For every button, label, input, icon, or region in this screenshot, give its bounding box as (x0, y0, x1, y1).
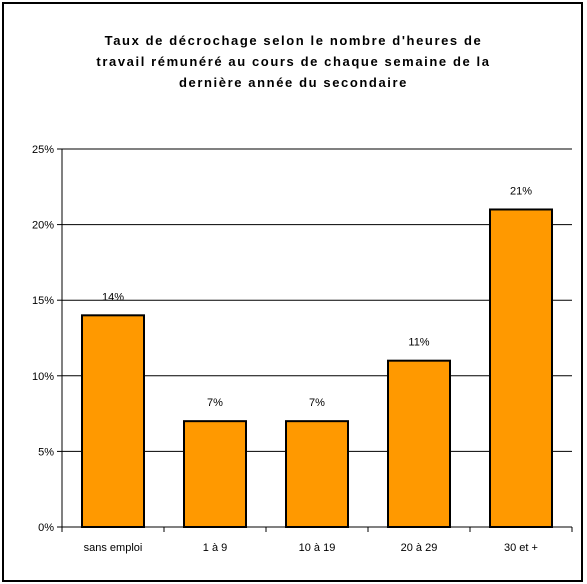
x-category-label: 30 et + (504, 542, 538, 554)
y-tick-label: 10% (32, 371, 54, 383)
labels: 0% 5% 10% 15% 20% 25% 14% sans emploi 7% 1 à 9 7% 1… (32, 144, 538, 554)
y-tick-label: 20% (32, 220, 54, 232)
y-tick-label: 15% (32, 295, 54, 307)
chart-title: Taux de décrochage selon le nombre d'heu… (0, 30, 587, 93)
y-tick-label: 25% (32, 144, 54, 156)
y-tick-label: 0% (38, 522, 54, 534)
chart-title-line-2: travail rémunéré au cours de chaque sema… (96, 54, 491, 69)
data-label: 21% (510, 185, 532, 197)
data-label: 7% (309, 397, 325, 409)
bar (387, 359, 451, 528)
y-tick-label: 5% (38, 446, 54, 458)
chart-title-line-1: Taux de décrochage selon le nombre d'heu… (104, 33, 483, 48)
bars (81, 208, 553, 528)
x-category-label: 10 à 19 (299, 542, 336, 554)
axes (57, 148, 573, 532)
bar (81, 314, 145, 528)
bar (489, 208, 553, 528)
data-label: 11% (408, 337, 429, 349)
data-label: 7% (207, 397, 223, 409)
chart-title-line-3: dernière année du secondaire (178, 75, 409, 90)
x-category-label: 1 à 9 (203, 542, 227, 554)
bar (183, 420, 247, 528)
data-label: 14% (102, 291, 124, 303)
bar (285, 420, 349, 528)
x-category-label: 20 à 29 (401, 542, 438, 554)
x-category-label: sans emploi (84, 542, 143, 554)
